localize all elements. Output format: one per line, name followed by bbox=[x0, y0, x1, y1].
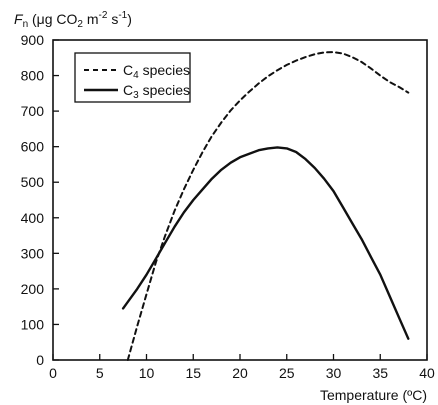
x-tick-label: 35 bbox=[372, 365, 388, 381]
x-tick-label: 30 bbox=[326, 365, 342, 381]
x-ticks: 0 5 10 15 20 25 30 35 40 bbox=[49, 354, 435, 381]
y-axis-label: Fn (μg CO2 m-2 s-1) bbox=[14, 10, 132, 30]
y-tick-label: 200 bbox=[21, 281, 45, 297]
y-tick-label: 500 bbox=[21, 174, 45, 190]
y-tick-label: 300 bbox=[21, 245, 45, 261]
y-ticks: 0 100 200 300 400 500 600 700 800 900 bbox=[21, 32, 59, 368]
x-tick-label: 5 bbox=[96, 365, 104, 381]
y-tick-label: 400 bbox=[21, 210, 45, 226]
y-tick-label: 600 bbox=[21, 139, 45, 155]
x-tick-label: 10 bbox=[139, 365, 155, 381]
legend-c3-label: C3 species bbox=[123, 82, 190, 101]
x-tick-label: 20 bbox=[232, 365, 248, 381]
y-tick-label: 0 bbox=[36, 352, 44, 368]
legend: C4 species C3 species bbox=[74, 52, 191, 103]
x-tick-label: 40 bbox=[419, 365, 435, 381]
y-tick-label: 100 bbox=[21, 316, 45, 332]
legend-c4-label: C4 species bbox=[123, 62, 190, 81]
series-line-c4 bbox=[126, 51, 410, 361]
series-line-c3 bbox=[121, 146, 410, 340]
x-tick-label: 25 bbox=[279, 365, 295, 381]
x-axis-label: Temperature (ºC) bbox=[320, 387, 427, 403]
series-layer bbox=[121, 51, 410, 361]
y-tick-label: 700 bbox=[21, 103, 45, 119]
y-tick-label: 800 bbox=[21, 68, 45, 84]
legend-box bbox=[74, 52, 191, 103]
x-tick-label: 0 bbox=[49, 365, 57, 381]
x-tick-label: 15 bbox=[185, 365, 201, 381]
y-tick-label: 900 bbox=[21, 32, 45, 48]
